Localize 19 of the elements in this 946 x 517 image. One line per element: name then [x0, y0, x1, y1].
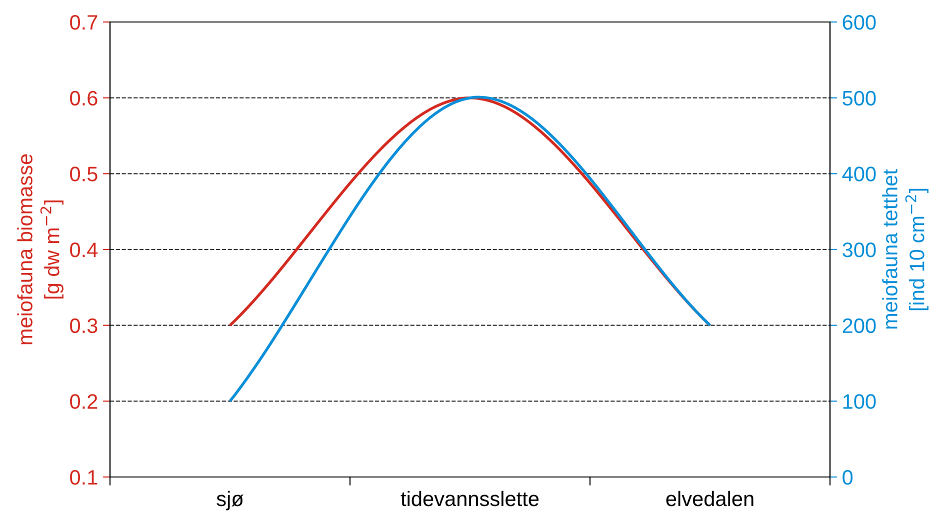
y-tick-label: 0.4 — [70, 242, 98, 258]
y2-tick-label: 500 — [842, 90, 876, 106]
y2-tick-label: 200 — [842, 318, 876, 334]
x-tick-label: elvedalen — [666, 490, 754, 506]
y-tick-label: 0.1 — [70, 470, 98, 485]
y-tick-label: 0.6 — [70, 90, 98, 106]
y-axis-title: meiofauna biomasse [g dw m$^{−2}$] — [17, 154, 64, 344]
y2-tick-label: 100 — [843, 394, 876, 409]
y-tick-label: 0.7 — [70, 15, 98, 30]
y-tick-label: 0.5 — [70, 166, 98, 182]
y2-axis-title: meiofauna tetthet [ind 10 cm$^{−2}$] — [882, 169, 928, 329]
y-tick-label: 0.2 — [70, 394, 98, 409]
y2-tick-label: 300 — [842, 242, 876, 258]
y2-tick-label: 400 — [842, 166, 876, 182]
y-tick-label: 0.3 — [70, 318, 98, 334]
y2-tick-label: 600 — [842, 15, 876, 30]
x-tick-label: sjø — [216, 490, 244, 510]
x-tick-label: tidevannsslette — [400, 490, 539, 506]
y2-tick-label: 0 — [842, 470, 853, 485]
